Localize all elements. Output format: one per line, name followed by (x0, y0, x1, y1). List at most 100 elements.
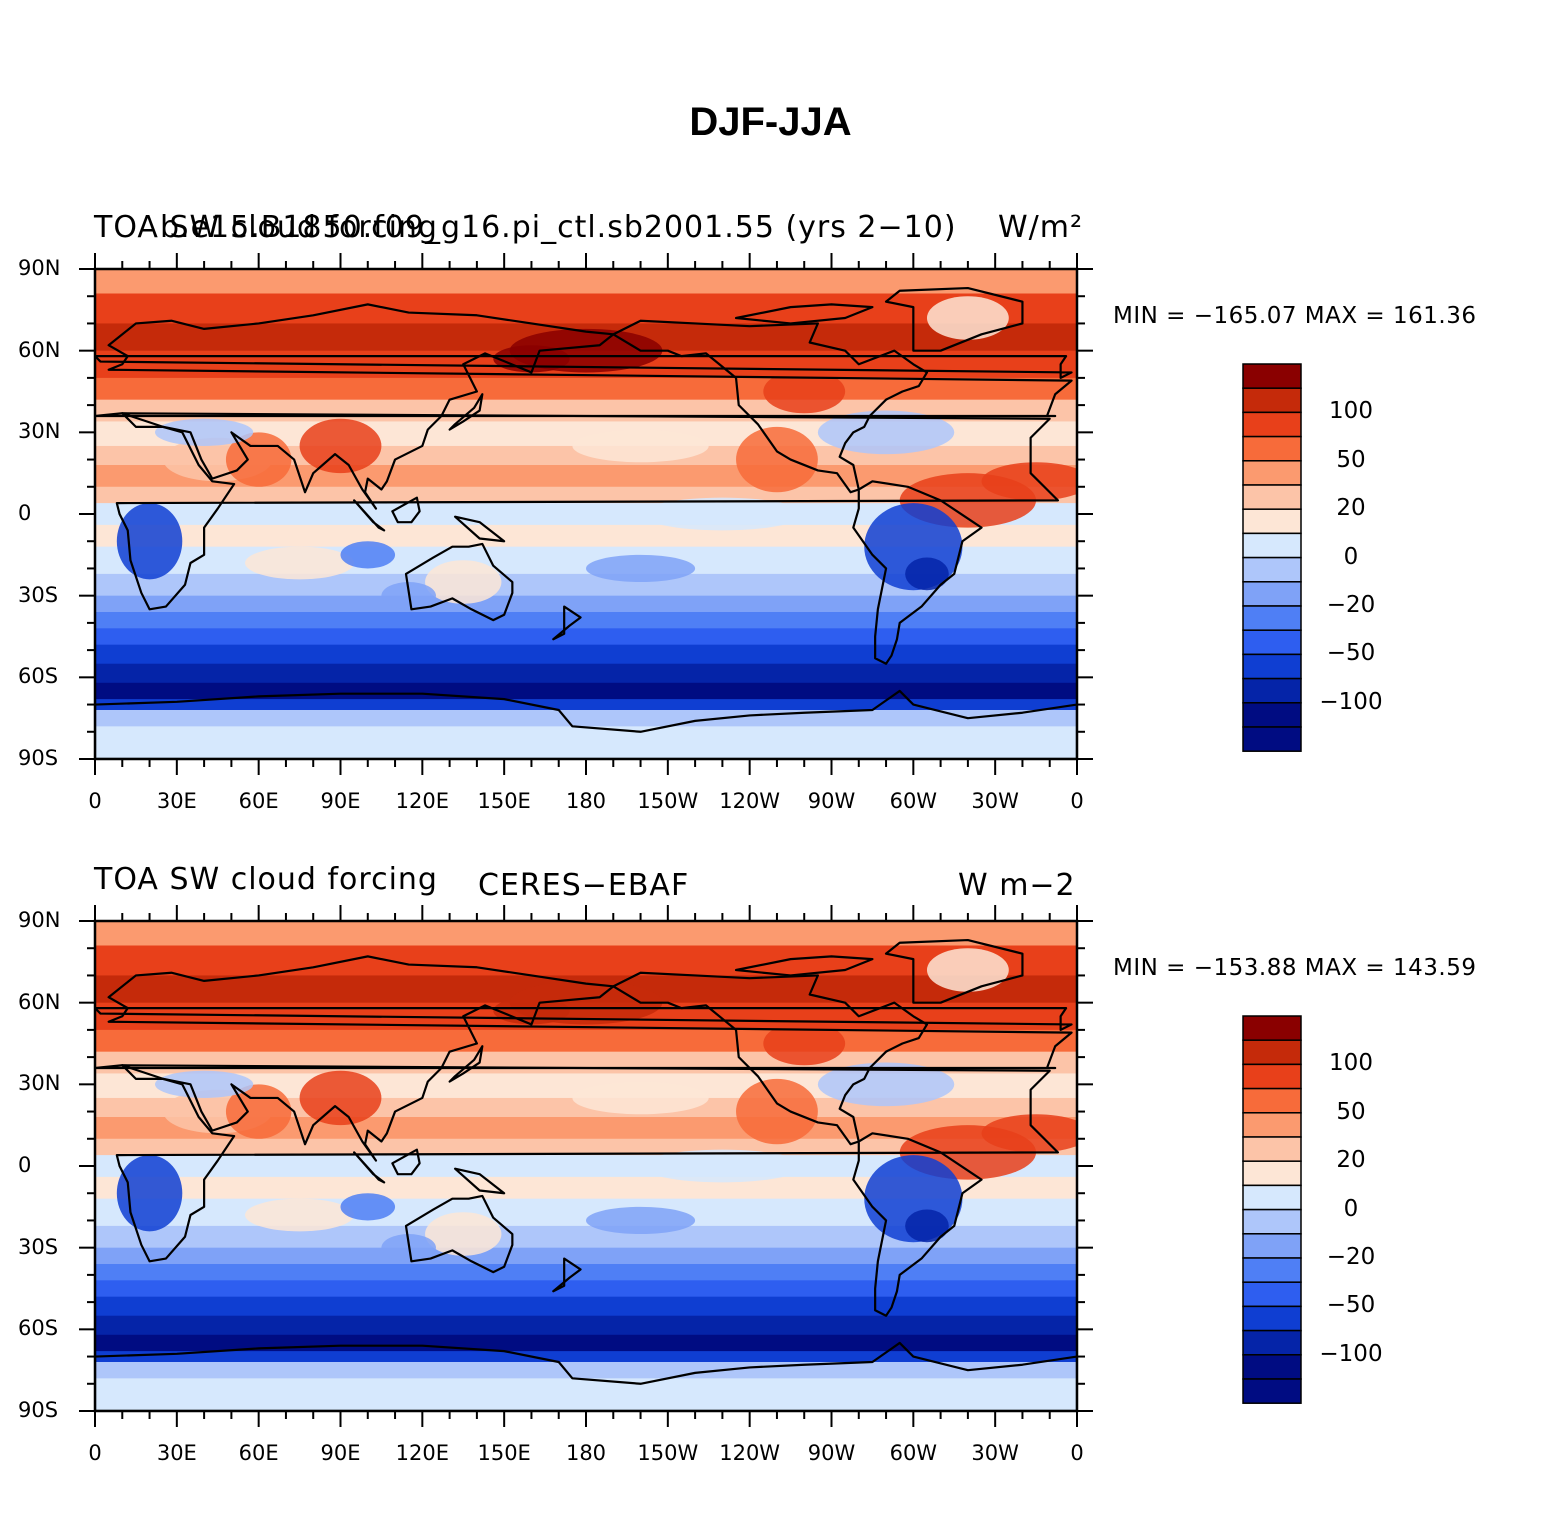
panel-2-map (95, 921, 1077, 1411)
zonal-band (95, 1280, 1077, 1298)
coastline (115, 412, 1060, 611)
zonal-band (95, 595, 1077, 613)
lon-tick-label: 180 (565, 1441, 607, 1465)
colorbar-label: 50 (1336, 446, 1366, 473)
field-patch (736, 1078, 818, 1145)
colorbar-cell (1242, 726, 1302, 752)
colorbar-cell (1242, 387, 1302, 414)
zonal-band (95, 710, 1077, 727)
field-patch (155, 418, 254, 446)
lon-tick-label: 150W (637, 789, 699, 813)
panel-1-units: W/m² (998, 210, 1084, 245)
colorbar-cell (1242, 460, 1302, 486)
colorbar-cell (1242, 1233, 1302, 1259)
coastline (884, 286, 1024, 352)
figure-title: DJF-JJA (689, 100, 852, 144)
colorbar-cell (1242, 702, 1302, 728)
colorbar-cell (1242, 1063, 1302, 1090)
panel-1-case-title: b.e15.B1850.f09_g16.pi_ctl.sb2001.55 (yr… (160, 210, 957, 245)
lon-tick-label: 90W (807, 789, 856, 813)
coastline (612, 971, 929, 1146)
colorbar-cell (1242, 1378, 1302, 1404)
colorbar-label: −100 (1319, 1340, 1383, 1367)
lat-tick-label: 90S (18, 746, 59, 770)
zonal-band (95, 1138, 1077, 1156)
panel-2-left-title: TOA SW cloud forcing (94, 862, 438, 897)
zonal-band (95, 1362, 1077, 1379)
lat-tick-label: 30N (18, 1071, 61, 1096)
field-patch (640, 1149, 805, 1183)
colorbar-label: −50 (1326, 1292, 1376, 1319)
panel-2-min-max: MIN = −153.88 MAX = 143.59 (1113, 955, 1477, 981)
coastline (391, 496, 421, 524)
field-patch (116, 1155, 183, 1232)
colorbar-label: 20 (1336, 495, 1366, 522)
coastline (852, 480, 983, 665)
colorbar-cell (1242, 363, 1302, 389)
lon-tick-label: 150W (637, 1441, 699, 1465)
lat-tick-label: 60S (18, 664, 59, 689)
colorbar-cell (1242, 435, 1302, 462)
zonal-band (95, 612, 1077, 629)
lat-tick-label: 90N (18, 908, 61, 932)
coastline (95, 1007, 1073, 1031)
lat-tick-label: 60N (18, 337, 61, 362)
lon-tick-label: 60W (889, 1441, 938, 1465)
lon-tick-label: 90W (807, 1441, 856, 1465)
lon-tick-label: 150E (477, 789, 531, 813)
field-patch (926, 296, 1009, 340)
coastline (448, 1045, 484, 1083)
field-patch (299, 1070, 382, 1126)
coastline (95, 689, 1077, 759)
field-patch (817, 410, 955, 455)
colorbar-label: 100 (1329, 1050, 1373, 1077)
colorbar-label: −20 (1326, 1244, 1376, 1270)
field-patch (425, 560, 502, 604)
field-patch (116, 503, 183, 580)
coastline (453, 1167, 506, 1195)
colorbar-label: −100 (1319, 688, 1383, 715)
coastline (95, 303, 1073, 510)
colorbar-cell (1242, 605, 1302, 631)
zonal-band (95, 1334, 1077, 1352)
colorbar-cell (1242, 677, 1302, 704)
zonal-band (95, 682, 1077, 700)
field-patch (905, 1209, 949, 1243)
panel-1-map (95, 269, 1077, 759)
field-patch (340, 541, 396, 569)
lon-tick-label: 60W (889, 789, 938, 813)
lon-tick-label: 90E (320, 1441, 361, 1465)
lat-tick-label: 60N (18, 989, 61, 1014)
field-patch (245, 546, 355, 580)
lon-tick-label: 150E (477, 1441, 531, 1465)
coastline (95, 1341, 1077, 1411)
coastline (448, 393, 484, 431)
field-patch (981, 462, 1077, 501)
colorbar-cell (1242, 1160, 1302, 1187)
zonal-band (95, 1378, 1077, 1411)
colorbar-label: 100 (1329, 398, 1373, 425)
lon-tick-label: 0 (1070, 1441, 1084, 1465)
coastline (552, 605, 582, 641)
lon-tick-label: 180 (565, 789, 607, 813)
lon-tick-label: 0 (1070, 789, 1084, 813)
lon-tick-label: 120W (719, 789, 781, 813)
colorbar-cell (1242, 1208, 1302, 1235)
colorbar-cell (1242, 1281, 1302, 1308)
zonal-band (95, 663, 1077, 684)
lon-tick-label: 60E (238, 789, 279, 813)
colorbar-cell (1242, 1305, 1302, 1332)
colorbar-label: −20 (1326, 592, 1376, 618)
field-patch (340, 1193, 396, 1221)
zonal-band (95, 1155, 1077, 1178)
field-patch (640, 497, 805, 531)
colorbar-label: 20 (1336, 1147, 1366, 1174)
field-patch (586, 1206, 696, 1235)
colorbar-cell (1242, 508, 1302, 535)
colorbar-cell (1242, 1184, 1302, 1211)
lon-tick-label: 0 (88, 1441, 102, 1465)
colorbar-cell (1242, 1015, 1302, 1041)
coastline (734, 303, 874, 325)
lon-tick-label: 120W (719, 1441, 781, 1465)
lon-tick-label: 60E (238, 1441, 279, 1465)
